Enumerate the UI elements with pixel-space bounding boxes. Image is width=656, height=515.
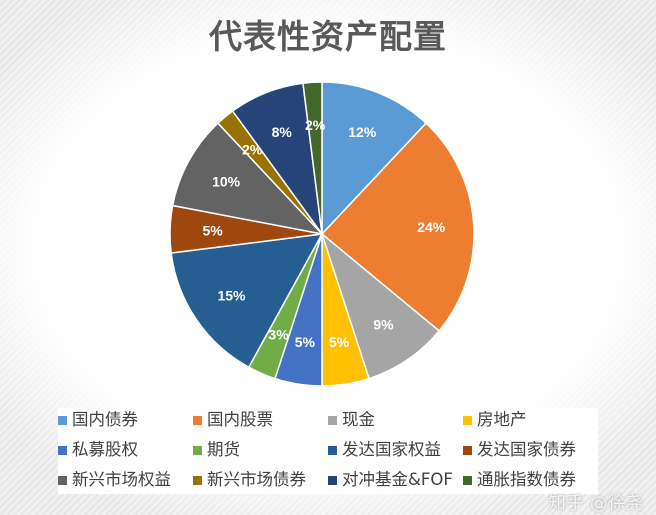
legend-swatch bbox=[328, 415, 337, 425]
legend-swatch bbox=[58, 445, 67, 455]
data-label: 5% bbox=[329, 334, 350, 350]
legend-item: 发达国家债券 bbox=[463, 440, 576, 460]
pie-slice bbox=[302, 81, 323, 235]
legend-label: 国内债券 bbox=[72, 410, 138, 429]
legend-label: 对冲基金&FOF bbox=[342, 470, 453, 489]
legend-swatch bbox=[58, 415, 67, 425]
legend: 国内债券 国内股票 现金 房地产私募股权 期货 发达国家权益 发达国家债券新兴市场权益 新兴市… bbox=[58, 408, 598, 494]
legend-label: 发达国家权益 bbox=[342, 440, 441, 459]
legend-label: 新兴市场债券 bbox=[207, 470, 306, 489]
legend-swatch bbox=[193, 445, 202, 455]
legend-item: 对冲基金&FOF bbox=[328, 470, 453, 490]
data-label: 24% bbox=[417, 219, 446, 235]
legend-swatch bbox=[463, 415, 472, 425]
legend-label: 新兴市场权益 bbox=[72, 470, 171, 489]
legend-swatch bbox=[463, 475, 472, 485]
pie-slice bbox=[320, 231, 441, 380]
data-label: 10% bbox=[212, 173, 241, 189]
legend-item: 国内股票 bbox=[193, 410, 273, 430]
legend-label: 私募股权 bbox=[72, 440, 138, 459]
legend-item: 新兴市场权益 bbox=[58, 470, 171, 490]
legend-label: 期货 bbox=[207, 440, 240, 459]
legend-swatch bbox=[193, 415, 202, 425]
legend-item: 国内债券 bbox=[58, 410, 138, 430]
legend-item: 新兴市场债券 bbox=[193, 470, 306, 490]
legend-swatch bbox=[58, 475, 67, 485]
legend-item: 通胀指数债券 bbox=[463, 470, 576, 490]
data-label: 9% bbox=[373, 317, 394, 333]
legend-label: 国内股票 bbox=[207, 410, 273, 429]
legend-item: 发达国家权益 bbox=[328, 440, 441, 460]
legend-label: 房地产 bbox=[477, 410, 527, 429]
legend-item: 房地产 bbox=[463, 410, 527, 430]
data-label: 3% bbox=[268, 326, 289, 342]
legend-swatch bbox=[328, 475, 337, 485]
legend-item: 现金 bbox=[328, 410, 375, 430]
data-label: 12% bbox=[348, 124, 377, 140]
legend-label: 现金 bbox=[342, 410, 375, 429]
legend-item: 期货 bbox=[193, 440, 240, 460]
data-label: 5% bbox=[295, 334, 316, 350]
watermark: 知乎 @徐尧 bbox=[548, 493, 644, 514]
chart-title: 代表性资产配置 bbox=[209, 17, 447, 56]
legend-swatch bbox=[328, 445, 337, 455]
pie-slice bbox=[171, 122, 325, 236]
legend-swatch bbox=[193, 475, 202, 485]
data-label: 5% bbox=[202, 223, 223, 239]
legend-label: 通胀指数债券 bbox=[477, 470, 576, 489]
data-label: 2% bbox=[305, 117, 326, 133]
pie-slice bbox=[321, 81, 428, 236]
legend-item: 私募股权 bbox=[58, 440, 138, 460]
legend-label: 发达国家债券 bbox=[477, 440, 576, 459]
legend-swatch bbox=[463, 445, 472, 455]
data-label: 15% bbox=[217, 288, 246, 304]
data-label: 8% bbox=[272, 124, 293, 140]
pie-slice bbox=[320, 122, 475, 332]
pie-slice bbox=[170, 233, 324, 369]
